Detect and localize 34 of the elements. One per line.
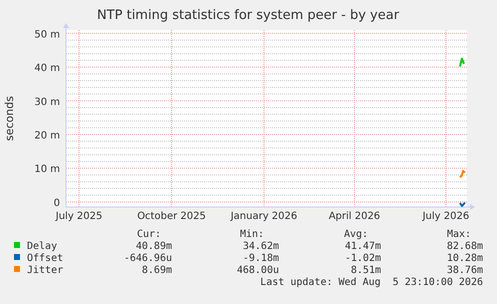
y-tick-label: 50 m xyxy=(34,29,60,40)
x-tick-label: January 2026 xyxy=(230,211,298,222)
text: 8.51m xyxy=(350,265,381,276)
chart-title: NTP timing statistics for system peer - by year xyxy=(96,8,400,23)
text: 41.47m xyxy=(344,241,381,252)
line-series xyxy=(458,170,466,178)
y-tick-label: 20 m xyxy=(34,130,60,142)
text: Max: xyxy=(447,229,472,240)
legend-label: Offset xyxy=(27,253,64,264)
text: 8.69m xyxy=(142,265,172,276)
text: -9.18m xyxy=(242,253,279,264)
text: 82.68m xyxy=(446,241,483,252)
text: -646.96u xyxy=(124,253,172,264)
text: 40.89m xyxy=(136,241,172,252)
text: 38.76m xyxy=(446,265,483,276)
x-tick-label: July 2026 xyxy=(422,211,470,222)
text: Last update: Wed Aug 5 23:10:00 2026 xyxy=(260,277,483,288)
text: 468.00u xyxy=(236,265,279,276)
x-tick-label: April 2026 xyxy=(328,211,380,222)
text: Min: xyxy=(240,229,264,240)
legend-label: Delay xyxy=(27,241,58,252)
x-tick-label: October 2025 xyxy=(137,211,206,222)
text: -1.02m xyxy=(344,253,381,264)
text: 10.28m xyxy=(446,253,483,264)
y-tick-label: 0 xyxy=(54,198,60,209)
x-tick-label: July 2025 xyxy=(54,211,102,222)
text: Cur: xyxy=(137,229,162,240)
text: Avg: xyxy=(344,229,368,240)
legend-label: Jitter xyxy=(27,265,64,276)
y-tick-label: 30 m xyxy=(34,96,60,108)
y-axis-title: seconds xyxy=(3,96,16,141)
y-tick-label: 40 m xyxy=(34,63,60,74)
text: 34.62m xyxy=(242,241,279,252)
y-tick-label: 10 m xyxy=(34,164,60,176)
